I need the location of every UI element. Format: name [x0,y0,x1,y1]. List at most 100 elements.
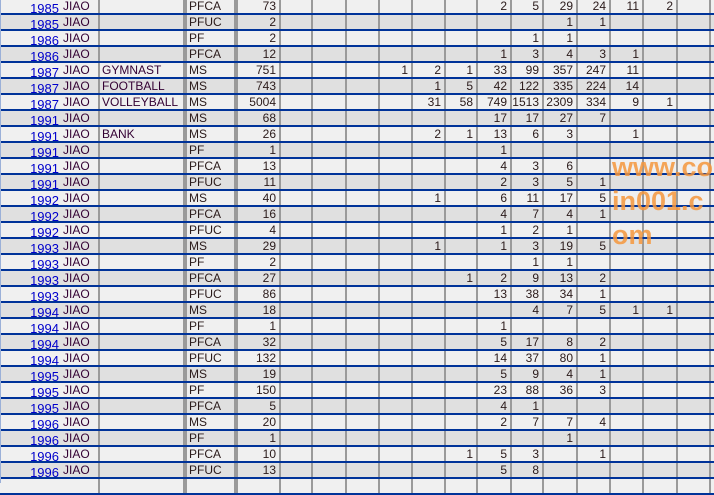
org-cell: JIAO [61,63,100,77]
count-cell: 1 [478,223,512,237]
count-cell [347,479,380,493]
year-link[interactable]: 1995 [30,385,59,397]
year-link[interactable]: 1995 [30,369,59,381]
year-link[interactable]: 1985 [30,17,59,29]
count-cell: 1 [478,239,512,253]
year-link[interactable]: 1991 [30,113,59,125]
year-link[interactable]: 1987 [30,81,59,93]
year-link[interactable]: 1993 [30,241,59,253]
year-link[interactable]: 1991 [30,177,59,189]
count-cell [313,271,347,285]
count-cell: 7 [544,303,578,317]
name-cell [100,255,185,269]
count-cell [678,15,711,29]
count-cell [446,207,478,221]
count-cell [446,479,478,493]
year-link[interactable]: 1994 [30,337,59,349]
total-cell: 29 [236,239,281,253]
year-link[interactable]: 1987 [30,65,59,77]
count-cell [413,431,446,445]
count-cell [644,223,678,237]
count-cell [313,463,347,477]
year-link[interactable]: 1993 [30,289,59,301]
table-row: 1991 JIAO MS 68 17 17 27 7 [0,111,714,127]
year-link[interactable]: 1986 [30,49,59,61]
count-cell [544,399,578,413]
count-cell [446,303,478,317]
count-cell [446,399,478,413]
count-cell: 4 [512,303,544,317]
year-link[interactable]: 1995 [30,401,59,413]
year-link[interactable]: 1996 [30,417,59,429]
year-link[interactable]: 1992 [30,225,59,237]
year-link[interactable]: 1996 [30,449,59,461]
count-cell: 1 [578,207,611,221]
org-cell: JIAO [61,127,100,141]
total-cell: 1 [236,319,281,333]
org-cell: JIAO [61,255,100,269]
year-link[interactable]: 1994 [30,321,59,333]
count-cell [380,351,413,365]
count-cell [644,191,678,205]
type-cell: PF [185,255,236,269]
year-link[interactable]: 1986 [30,33,59,45]
year-link[interactable] [0,479,61,493]
count-cell [678,191,711,205]
year-link[interactable]: 1993 [30,273,59,285]
count-cell [313,63,347,77]
count-cell [380,479,413,493]
count-cell [413,335,446,349]
count-cell [281,0,313,13]
year-link[interactable]: 1992 [30,193,59,205]
count-cell [678,383,711,397]
total-cell: 68 [236,111,281,125]
count-cell: 1 [644,95,678,109]
count-cell: 6 [512,127,544,141]
type-cell: PFCA [185,447,236,461]
year-link[interactable]: 1994 [30,305,59,317]
type-cell: PF [185,383,236,397]
count-cell: 1 [512,31,544,45]
count-cell [644,127,678,141]
year-link[interactable]: 1991 [30,145,59,157]
year-link[interactable]: 1991 [30,161,59,173]
count-cell: 1 [544,15,578,29]
org-cell: JIAO [61,79,100,93]
count-cell: 1 [644,303,678,317]
org-cell: JIAO [61,47,100,61]
year-link[interactable]: 1996 [30,433,59,445]
year-link[interactable]: 1992 [30,209,59,221]
org-cell: JIAO [61,223,100,237]
count-cell: 1 [578,351,611,365]
count-cell: 1513 [512,95,544,109]
count-cell [446,367,478,381]
count-cell [611,255,644,269]
count-cell: 9 [611,95,644,109]
year-link[interactable]: 1996 [30,465,59,477]
year-link[interactable]: 1985 [30,1,59,13]
count-cell [678,111,711,125]
count-cell [281,159,313,173]
name-cell: VOLLEYBALL [100,95,185,109]
type-cell: PF [185,319,236,333]
count-cell [446,223,478,237]
count-cell: 3 [512,239,544,253]
count-cell [544,447,578,461]
total-cell: 20 [236,415,281,429]
org-cell: JIAO [61,159,100,173]
count-cell [380,399,413,413]
year-link[interactable]: 1987 [30,97,59,109]
count-cell [347,319,380,333]
year-link[interactable]: 1991 [30,129,59,141]
total-cell: 26 [236,127,281,141]
org-cell [61,479,100,493]
total-cell: 13 [236,463,281,477]
count-cell: 3 [544,127,578,141]
year-link[interactable]: 1994 [30,353,59,365]
count-cell [281,95,313,109]
count-cell [446,191,478,205]
year-link[interactable]: 1993 [30,257,59,269]
count-cell: 3 [512,159,544,173]
org-cell: JIAO [61,15,100,29]
count-cell [313,239,347,253]
